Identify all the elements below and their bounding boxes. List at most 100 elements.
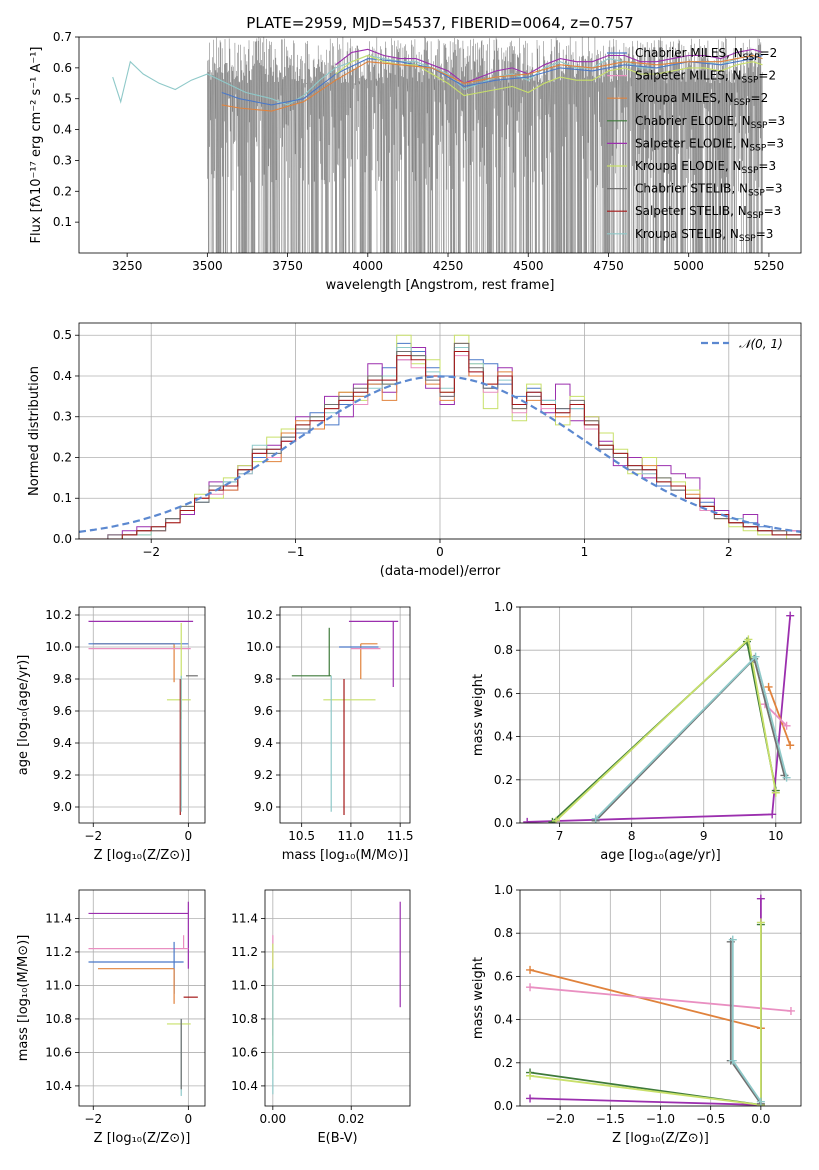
y-tick-label: 10.0	[246, 640, 273, 654]
y-tick-label: 0.5	[53, 92, 72, 106]
plot-area	[272, 901, 401, 1095]
y-tick-label: 11.4	[45, 911, 72, 925]
weight-marker-kroupa_stelib	[756, 1097, 765, 1106]
weight-marker-kroupa_stelib	[782, 773, 791, 782]
legend-label-suffix: =3	[756, 227, 774, 241]
x-tick-label: 3500	[192, 259, 223, 273]
x-tick-label: 11.5	[387, 829, 414, 843]
legend-label: Salpeter MILES, NSSP=2	[635, 69, 776, 86]
x-tick-label: 4000	[353, 259, 384, 273]
weight-marker-kroupa_elodie	[771, 788, 780, 797]
legend-label-suffix: =2	[758, 69, 776, 83]
x-axis-label: Z [log₁₀(Z/Z⊙)]	[612, 1131, 709, 1146]
y-axis-label: mass [log₁₀(M/M⊙)]	[16, 935, 31, 1062]
weight-line-kroupa_miles	[529, 969, 762, 1030]
weight-line-salpeter_miles	[529, 986, 792, 1012]
panel-age_vs_z: −2 0 9.0 9.2 9.4 9.6 9.8 10.0 10.2 Z [log₁₀(Z/Z⊙)…	[16, 606, 206, 863]
panel-residuals: −2 −1 0 1 2 0.0 0.1 0.2 0.3 0.4 0.5 𝒩(0, 1) (data-mo…	[27, 322, 802, 579]
weight-marker-kroupa_miles	[764, 682, 773, 691]
x-tick-label: 10	[768, 829, 783, 843]
x-tick-label: 0	[436, 545, 444, 559]
y-tick-label: 0.8	[494, 926, 513, 940]
axes-frame	[519, 606, 802, 824]
model-spectrum-salpeter_elodie	[335, 48, 763, 84]
plot-area	[291, 620, 399, 815]
y-tick-label: 0.6	[494, 969, 513, 983]
panel-mass_vs_z: −2 0 10.4 10.6 10.8 11.0 11.2 11.4 Z [log₁₀(Z/Z⊙…	[16, 889, 206, 1146]
y-tick-label: 0.2	[494, 773, 513, 787]
axes-frame	[78, 889, 206, 1107]
legend-label-sub: SSP	[751, 121, 768, 131]
y-tick-label: 10.2	[45, 608, 72, 622]
legend-label-suffix: =2	[751, 91, 769, 105]
y-tick-label: 0.0	[494, 816, 513, 830]
model-spectrum-kroupa_elodie	[335, 54, 763, 97]
y-tick-label: 11.0	[45, 978, 72, 992]
weight-marker-chabrier_elodie	[548, 817, 557, 823]
y-tick-label: 11.4	[231, 911, 258, 925]
legend-label-prefix: Salpeter ELODIE, N	[635, 136, 749, 150]
x-tick-label: 7	[556, 829, 564, 843]
legend-label: Salpeter STELIB, NSSP=3	[635, 204, 781, 221]
legend-label-suffix: =3	[758, 159, 776, 173]
y-tick-label: 9.8	[53, 672, 72, 686]
weight-marker-kroupa_elodie	[744, 635, 753, 644]
legend-label-suffix: =3	[764, 204, 782, 218]
weight-marker-salpeter_elodie	[786, 611, 795, 620]
y-axis-label: Normed distribution	[27, 366, 42, 496]
plot-area	[88, 901, 198, 1096]
y-tick-label: 0.1	[53, 491, 72, 505]
weight-marker-kroupa_stelib	[728, 935, 737, 944]
weight-marker-kroupa_stelib	[728, 1056, 737, 1065]
x-tick-label: 9	[700, 829, 708, 843]
x-tick-label: 10.5	[288, 829, 315, 843]
plot-area	[88, 620, 198, 815]
weight-marker-salpeter_elodie	[526, 1094, 535, 1103]
x-tick-label: 0	[185, 1112, 193, 1126]
legend-label: Salpeter ELODIE, NSSP=3	[635, 136, 784, 153]
weight-marker-kroupa_miles	[786, 741, 795, 750]
x-axis-label: Z [log₁₀(Z/Z⊙)]	[94, 1131, 191, 1146]
y-tick-label: 0.4	[494, 730, 513, 744]
legend-label-prefix: Kroupa MILES, N	[635, 91, 734, 105]
weight-marker-kroupa_elodie	[526, 1071, 535, 1080]
x-tick-label: 1	[581, 545, 589, 559]
y-tick-label: 9.6	[254, 704, 273, 718]
legend-label-prefix: Kroupa ELODIE, N	[635, 159, 742, 173]
plot-area	[112, 37, 763, 253]
weight-marker-salpeter_elodie	[523, 817, 532, 823]
x-tick-label: 0.02	[338, 1112, 365, 1126]
weight-marker-kroupa_stelib	[751, 652, 760, 661]
y-tick-label: 0.1	[53, 215, 72, 229]
y-tick-label: 0.7	[53, 30, 72, 44]
x-tick-label: −1	[287, 545, 305, 559]
y-tick-label: 0.5	[53, 328, 72, 342]
x-axis-label: (data-model)/error	[380, 564, 501, 579]
y-tick-label: 0.0	[53, 532, 72, 546]
x-tick-label: 4750	[593, 259, 624, 273]
x-tick-label: 3250	[112, 259, 143, 273]
x-axis-label: Z [log₁₀(Z/Z⊙)]	[94, 848, 191, 863]
y-axis-label: mass weight	[471, 957, 486, 1039]
axes-frame	[519, 889, 802, 1107]
legend-label-sub: SSP	[749, 143, 766, 153]
normal-curve	[79, 375, 801, 533]
x-tick-label: −1.0	[646, 1112, 675, 1126]
legend-label-prefix: Chabrier ELODIE, N	[635, 114, 751, 128]
weight-marker-salpeter_elodie	[768, 810, 777, 819]
y-tick-label: 11.2	[231, 945, 258, 959]
legend-label-suffix: =2	[760, 46, 778, 60]
x-axis-label: E(B-V)	[317, 1131, 357, 1146]
x-tick-label: 11.0	[338, 829, 365, 843]
weight-marker-salpeter_elodie	[756, 894, 765, 903]
x-tick-label: −2	[84, 1112, 102, 1126]
y-tick-label: 9.4	[53, 736, 72, 750]
legend-label-sub: SSP	[734, 98, 751, 108]
y-tick-label: 0.2	[494, 1056, 513, 1070]
y-tick-label: 0.6	[494, 686, 513, 700]
x-tick-label: −2	[84, 829, 102, 843]
weight-marker-salpeter_miles	[782, 721, 791, 730]
model-spectrum-kroupa_miles	[221, 54, 763, 112]
y-tick-label: 0.3	[53, 410, 72, 424]
